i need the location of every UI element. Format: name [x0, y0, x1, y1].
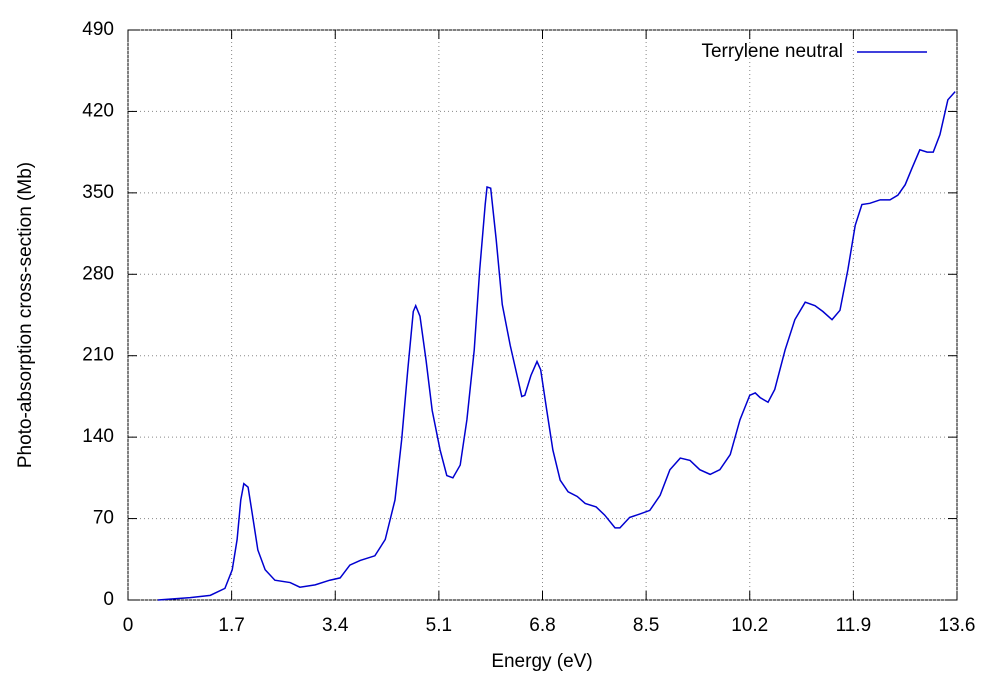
x-tick-label: 6.8 [529, 615, 555, 636]
x-tick-label: 0 [123, 615, 134, 636]
y-tick-label: 420 [82, 100, 114, 121]
data-line [157, 91, 956, 601]
x-tick-label: 11.9 [836, 615, 872, 636]
y-tick-label: 490 [82, 19, 114, 40]
x-tick-label: 13.6 [939, 615, 976, 636]
x-tick-label: 5.1 [426, 615, 452, 636]
x-tick-label: 1.7 [218, 615, 244, 636]
y-tick-label: 140 [82, 426, 114, 447]
legend-label: Terrylene neutral [701, 41, 843, 62]
y-tick-label: 210 [82, 345, 114, 366]
x-axis-label: Energy (eV) [491, 651, 592, 672]
x-tick-label: 10.2 [731, 615, 768, 636]
x-tick-label: 3.4 [322, 615, 349, 636]
y-tick-label: 70 [93, 508, 114, 529]
y-tick-label: 0 [103, 589, 114, 610]
y-tick-label: 350 [82, 182, 114, 203]
y-tick-label: 280 [82, 263, 114, 284]
x-tick-label: 8.5 [633, 615, 659, 636]
y-axis-label: Photo-absorption cross-section (Mb) [15, 162, 36, 468]
